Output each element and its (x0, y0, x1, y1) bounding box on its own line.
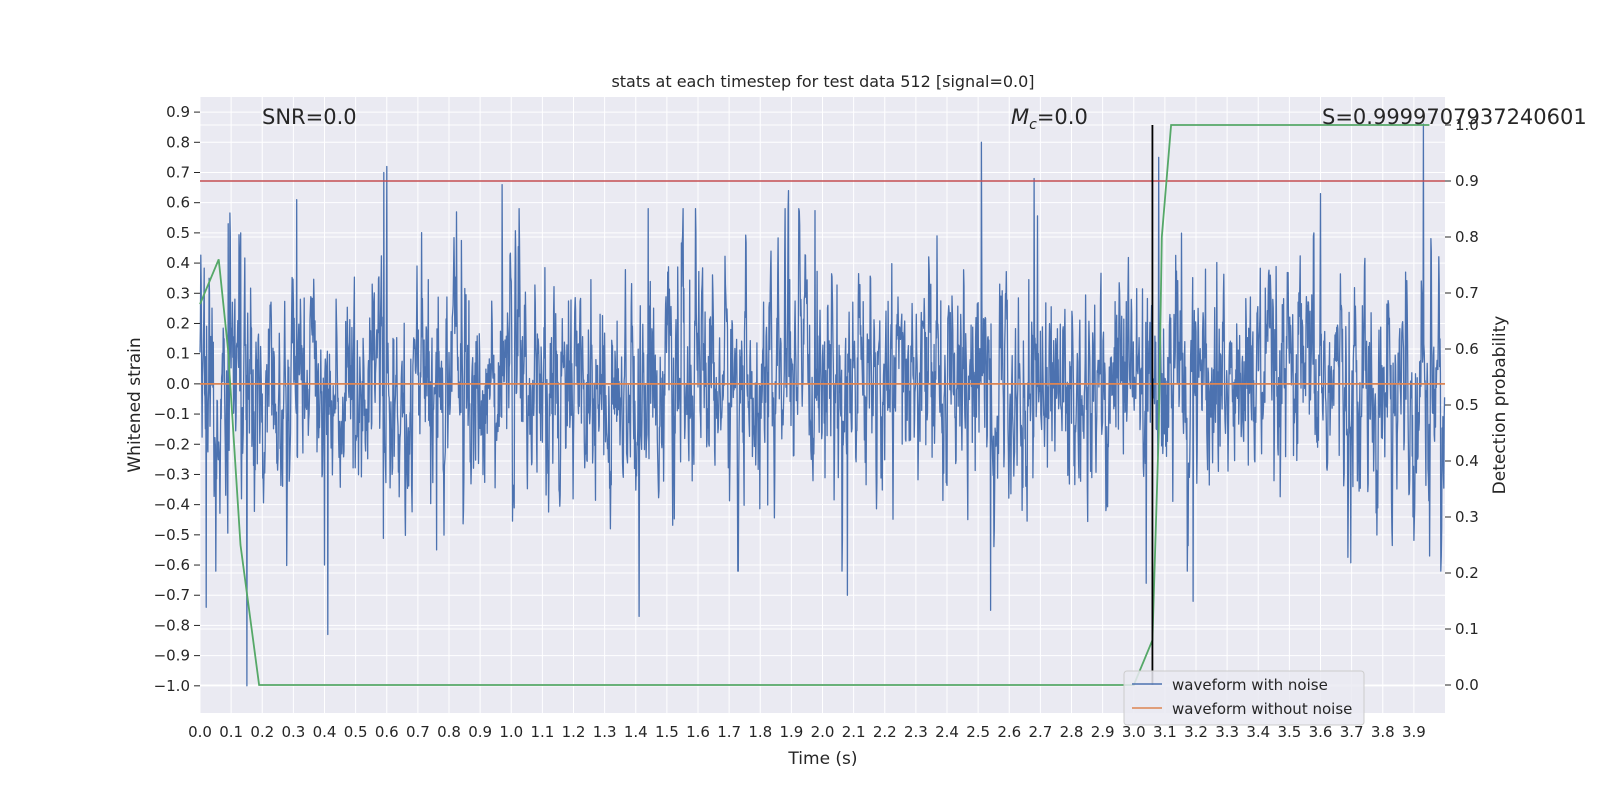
snr-annotation: SNR=0.0 (262, 105, 357, 129)
x-tick-label: 0.3 (281, 723, 305, 741)
x-tick-label: 3.4 (1246, 723, 1270, 741)
y2-tick-label: 0.3 (1455, 508, 1479, 526)
y-tick-label: 0.8 (166, 133, 190, 151)
y2-tick-label: 1.0 (1455, 116, 1479, 134)
x-tick-label: 3.9 (1402, 723, 1426, 741)
y-tick-label: −0.1 (154, 405, 190, 423)
y-tick-label: −0.2 (154, 435, 190, 453)
y2-tick-labels: 1.0 0.9 0.8 0.7 0.6 0.5 0.4 0.3 0.2 0.1 0.0 (1445, 116, 1479, 694)
x-tick-label: 1.2 (562, 723, 586, 741)
x-tick-label: 0.8 (437, 723, 461, 741)
y-tick-label: 0.9 (166, 103, 190, 121)
mc-subscript: c (1029, 117, 1037, 133)
y-tick-labels: 0.9 0.8 0.7 0.6 0.5 0.4 0.3 0.2 0.1 0.0 −0.1 −0.2 −0… (154, 103, 200, 695)
x-tick-label: 2.7 (1028, 723, 1052, 741)
x-tick-label: 0.1 (219, 723, 243, 741)
x-tick-label: 0.2 (250, 723, 274, 741)
x-tick-label: 0.6 (375, 723, 399, 741)
x-tick-label: 0.4 (313, 723, 337, 741)
overlay (199, 124, 1445, 686)
x-tick-label: 3.6 (1309, 723, 1333, 741)
x-tick-label: 3.7 (1340, 723, 1364, 741)
y2-tick-label: 0.7 (1455, 284, 1479, 302)
x-tick-label: 3.2 (1184, 723, 1208, 741)
x-tick-label: 2.4 (935, 723, 959, 741)
x-tick-label: 1.3 (593, 723, 617, 741)
mc-symbol: M (1011, 105, 1029, 129)
x-tick-label: 2.5 (966, 723, 990, 741)
y-tick-label: −0.7 (154, 586, 190, 604)
y2-tick-label: 0.4 (1455, 452, 1479, 470)
y2-tick-label: 0.9 (1455, 172, 1479, 190)
x-tick-label: 1.0 (499, 723, 523, 741)
chart-title: stats at each timestep for test data 512… (611, 72, 1034, 91)
x-tick-label: 2.6 (997, 723, 1021, 741)
y-tick-label: −0.4 (154, 496, 190, 514)
legend-label-waveform-without-noise: waveform without noise (1172, 700, 1352, 718)
x-tick-label: 1.8 (748, 723, 772, 741)
x-tick-label: 1.1 (530, 723, 554, 741)
x-tick-label: 3.3 (1215, 723, 1239, 741)
x-tick-label: 2.0 (811, 723, 835, 741)
y-tick-label: −0.8 (154, 616, 190, 634)
y-tick-label: 0.0 (166, 375, 190, 393)
waveform-with-noise-line (199, 123, 1446, 687)
x-tick-label: 1.9 (779, 723, 803, 741)
y-tick-label: −0.9 (154, 647, 190, 665)
legend-box (1123, 670, 1365, 726)
x-tick-label: 3.0 (1122, 723, 1146, 741)
x-tick-labels: 0.0 0.1 0.2 0.3 0.4 0.5 0.6 0.7 0.8 0.9 1.0 1.1 1.2 1… (188, 723, 1426, 741)
x-tick-label: 0.9 (468, 723, 492, 741)
x-tick-label: 2.3 (904, 723, 928, 741)
y2-tick-label: 0.8 (1455, 228, 1479, 246)
y-tick-label: −0.6 (154, 556, 190, 574)
x-tick-label: 2.1 (842, 723, 866, 741)
y2-tick-label: 0.6 (1455, 340, 1479, 358)
s-annotation: S=0.9999707937240601 (1322, 105, 1587, 129)
y2-tick-label: 0.0 (1455, 676, 1479, 694)
x-tick-label: 0.5 (344, 723, 368, 741)
series-waveform-with-noise (199, 123, 1446, 687)
x-axis-label: Time (s) (787, 749, 857, 769)
y-tick-label: 0.2 (166, 314, 190, 332)
y-tick-label: 0.6 (166, 194, 190, 212)
y2-tick-label: 0.5 (1455, 396, 1479, 414)
x-tick-label: 2.2 (873, 723, 897, 741)
x-tick-label: 3.5 (1277, 723, 1301, 741)
y-tick-label: 0.5 (166, 224, 190, 242)
x-tick-label: 0.0 (188, 723, 212, 741)
y2-axis-label: Detection probability (1490, 316, 1510, 495)
mc-value: =0.0 (1037, 105, 1088, 129)
y-tick-label: −0.3 (154, 465, 190, 483)
chirp-mass-annotation: Mc=0.0 (1011, 105, 1088, 133)
y2-tick-label: 0.2 (1455, 564, 1479, 582)
detection-probability-line (199, 124, 1430, 686)
x-tick-label: 2.9 (1091, 723, 1115, 741)
x-tick-label: 3.8 (1371, 723, 1395, 741)
x-tick-label: 3.1 (1153, 723, 1177, 741)
y-tick-label: −0.5 (154, 526, 190, 544)
x-tick-label: 0.7 (406, 723, 430, 741)
y-tick-label: 0.3 (166, 284, 190, 302)
y2-tick-label: 0.1 (1455, 620, 1479, 638)
y-tick-label: 0.4 (166, 254, 190, 272)
y-axis-label: Whitened strain (125, 337, 145, 472)
y-tick-label: −1.0 (154, 677, 190, 695)
x-tick-label: 1.6 (686, 723, 710, 741)
y-tick-label: 0.1 (166, 345, 190, 363)
legend-label-waveform-with-noise: waveform with noise (1172, 676, 1328, 694)
x-tick-label: 1.7 (717, 723, 741, 741)
x-tick-label: 1.5 (655, 723, 679, 741)
x-tick-label: 2.8 (1060, 723, 1084, 741)
legend: waveform with noise waveform without noi… (1123, 670, 1365, 726)
x-tick-label: 1.4 (624, 723, 648, 741)
y-tick-label: 0.7 (166, 163, 190, 181)
